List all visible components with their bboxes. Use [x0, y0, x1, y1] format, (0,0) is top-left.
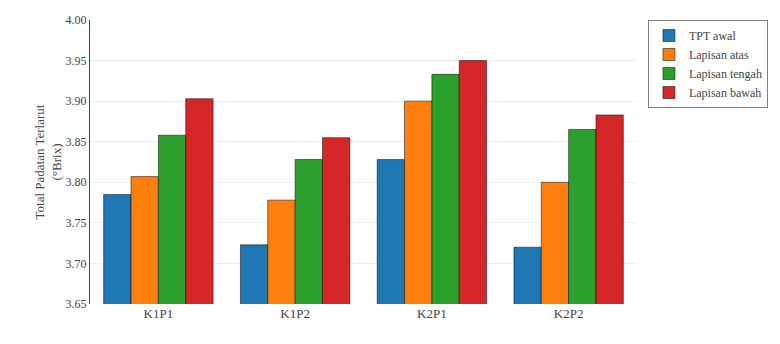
svg-text:4.00: 4.00 — [66, 13, 87, 27]
svg-text:3.75: 3.75 — [66, 216, 87, 230]
svg-text:TPT awal: TPT awal — [689, 29, 736, 43]
svg-text:3.80: 3.80 — [66, 175, 87, 189]
svg-text:Lapisan atas: Lapisan atas — [689, 48, 749, 62]
svg-text:3.65: 3.65 — [66, 297, 87, 311]
svg-text:K1P2: K1P2 — [280, 306, 310, 321]
svg-text:Lapisan tengah: Lapisan tengah — [689, 67, 762, 81]
svg-text:K1P1: K1P1 — [144, 306, 174, 321]
svg-text:K2P2: K2P2 — [554, 306, 584, 321]
svg-text:Lapisan bawah: Lapisan bawah — [689, 86, 761, 100]
svg-text:3.90: 3.90 — [66, 94, 87, 108]
svg-text:3.95: 3.95 — [66, 54, 87, 68]
svg-text:3.85: 3.85 — [66, 135, 87, 149]
svg-text:3.70: 3.70 — [66, 257, 87, 271]
svg-text:K2P1: K2P1 — [417, 306, 447, 321]
svg-text:Total Padatan Terlarut(°Brix): Total Padatan Terlarut(°Brix) — [32, 104, 64, 219]
